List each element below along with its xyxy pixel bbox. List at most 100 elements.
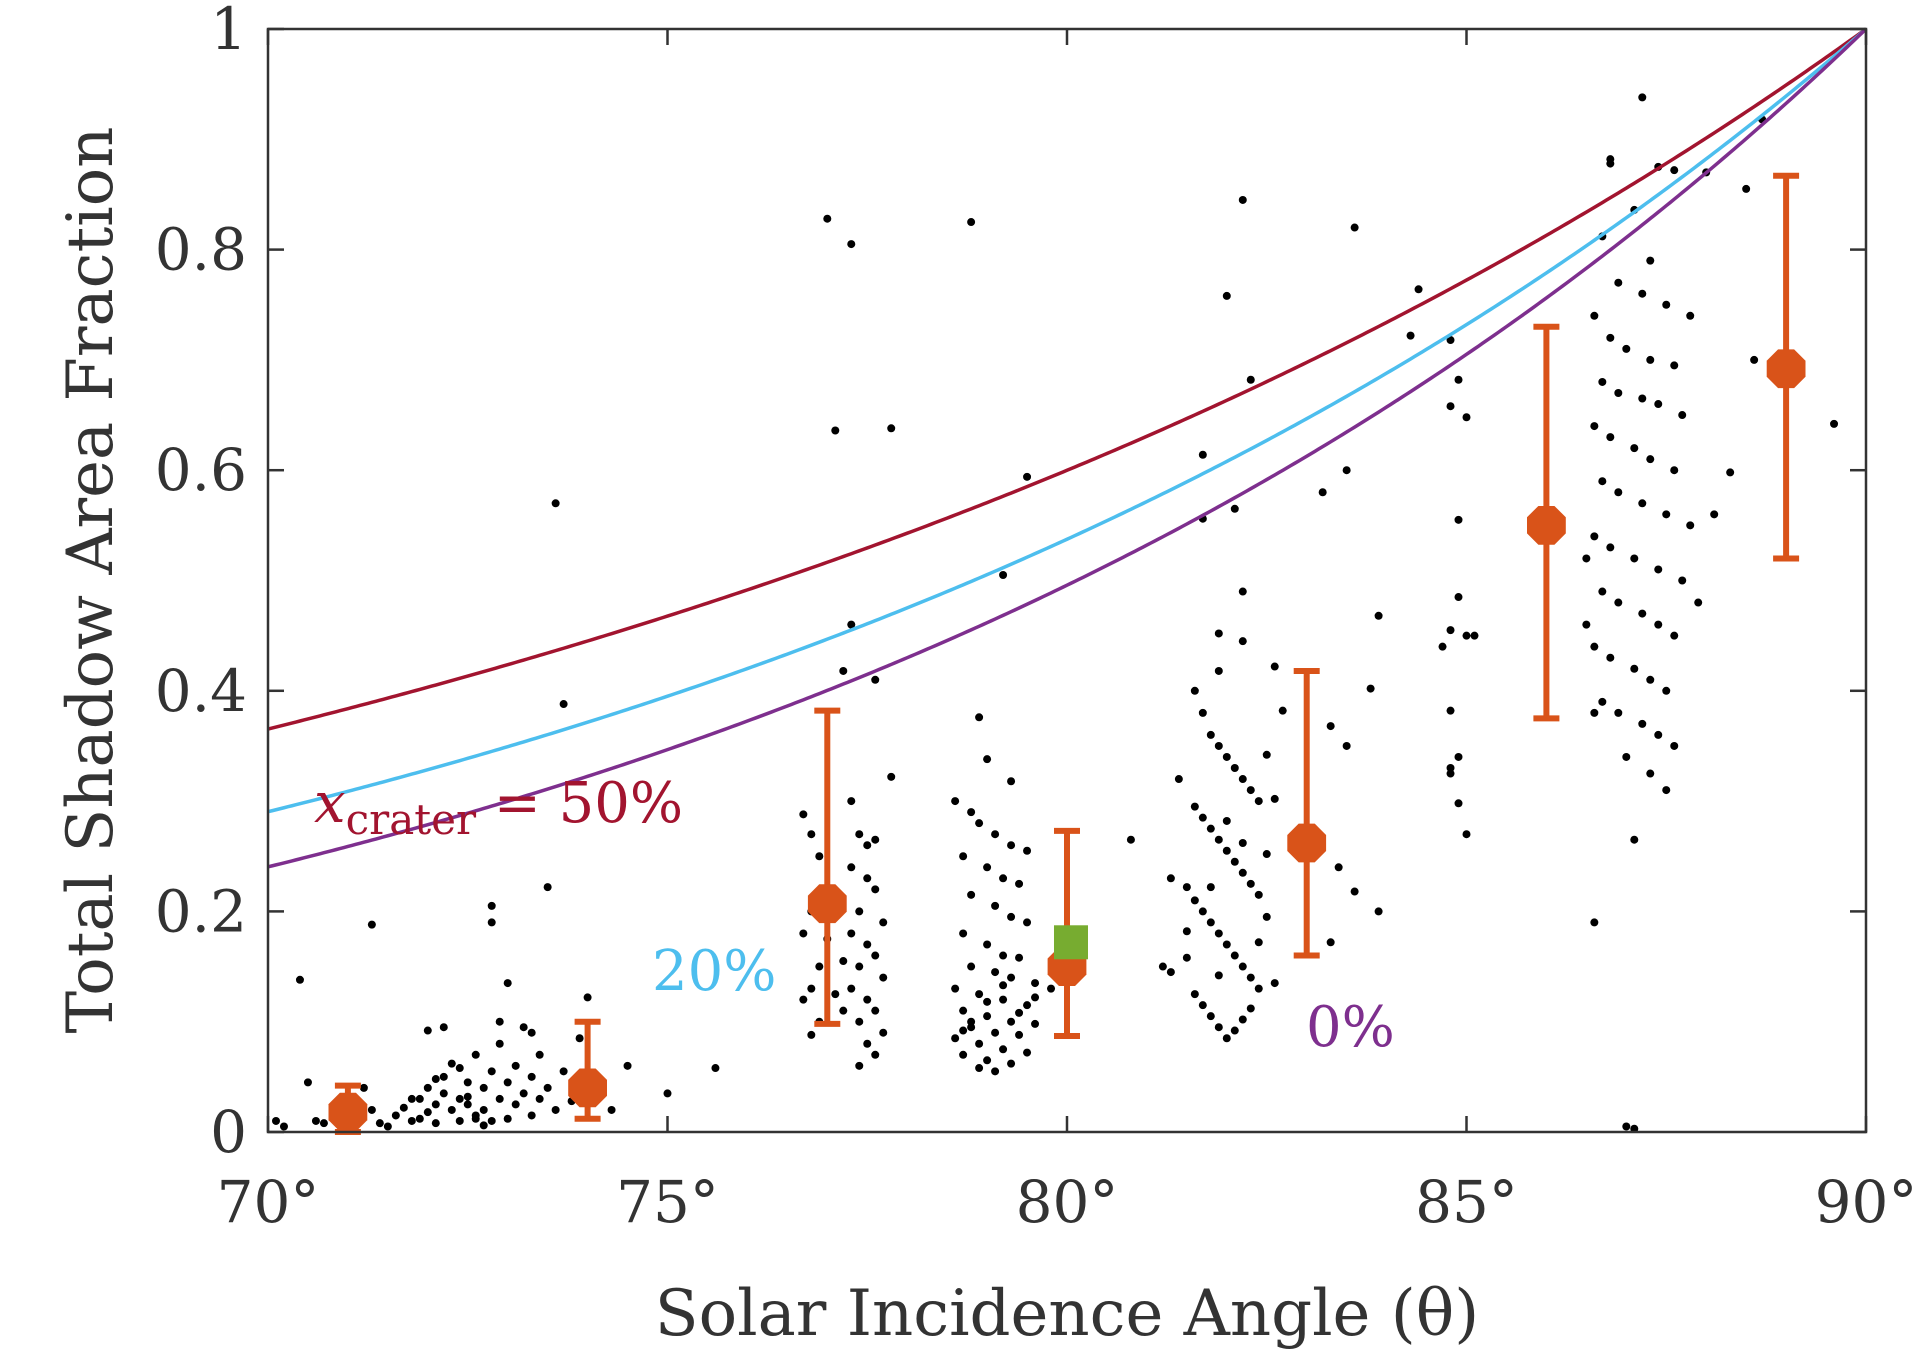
- scatter-point: [1007, 912, 1016, 921]
- scatter-point: [423, 1026, 432, 1035]
- scatter-point: [1214, 666, 1223, 675]
- scatter-point: [503, 1114, 512, 1123]
- model-curve-0pct: [267, 27, 1868, 869]
- scatter-point: [415, 1094, 424, 1103]
- scatter-point: [535, 1050, 544, 1059]
- scatter-point: [1015, 1030, 1024, 1039]
- scatter-point: [1454, 515, 1463, 524]
- scatter-point: [439, 1023, 448, 1032]
- scatter-point: [999, 874, 1008, 883]
- scatter-point: [839, 957, 848, 966]
- scatter-point: [415, 1114, 424, 1123]
- scatter-point: [1238, 587, 1247, 596]
- scatter-point: [855, 830, 864, 839]
- scatter-point: [1166, 968, 1175, 977]
- scatter-point: [1262, 750, 1271, 759]
- scatter-point: [999, 951, 1008, 960]
- scatter-point: [1190, 990, 1199, 999]
- scatter-point: [1638, 289, 1647, 298]
- scatter-point: [407, 1094, 416, 1103]
- scatter-point: [1598, 587, 1607, 596]
- scatter-point: [1598, 697, 1607, 706]
- scatter-point: [1606, 653, 1615, 662]
- y-tick-label: 1: [210, 0, 247, 63]
- scatter-point: [1158, 962, 1167, 971]
- scatter-point: [951, 797, 960, 806]
- scatter-point: [487, 1067, 496, 1076]
- scatter-point: [511, 1100, 520, 1109]
- scatter-point: [1206, 883, 1215, 892]
- scatter-point: [967, 1017, 976, 1026]
- scatter-point: [1638, 499, 1647, 508]
- scatter-point: [1246, 1004, 1255, 1013]
- scatter-point: [1454, 752, 1463, 761]
- scatter-point: [807, 984, 816, 993]
- scatter-point: [1446, 402, 1455, 411]
- scatter-point: [1126, 835, 1135, 844]
- x-tick-label: 75°: [616, 1168, 719, 1236]
- curve-label-50-value: = 50%: [476, 771, 683, 836]
- scatter-point: [999, 570, 1008, 579]
- scatter-point: [1254, 797, 1263, 806]
- y-tick-label: 0.4: [155, 657, 247, 725]
- scatter-point: [1174, 775, 1183, 784]
- scatter-point: [1686, 521, 1695, 530]
- scatter-point: [471, 1050, 480, 1059]
- scatter-point: [1238, 962, 1247, 971]
- scatter-point: [447, 1059, 456, 1068]
- curve-layer: [267, 27, 1868, 869]
- scatter-point: [1630, 1124, 1639, 1133]
- scatter-point: [1662, 686, 1671, 695]
- scatter-point: [455, 1094, 464, 1103]
- scatter-point: [1262, 850, 1271, 859]
- scatter-point: [1654, 730, 1663, 739]
- scatter-point: [1598, 477, 1607, 486]
- scatter-point: [575, 1034, 584, 1043]
- scatter-point: [1031, 979, 1040, 988]
- scatter-point: [1446, 764, 1455, 773]
- scatter-point: [1678, 411, 1687, 420]
- scatter-point: [983, 997, 992, 1006]
- scatter-point: [1646, 675, 1655, 684]
- scatter-point: [871, 675, 880, 684]
- binned-mean-marker: [328, 1092, 368, 1132]
- scatter-point: [1206, 918, 1215, 927]
- scatter-point: [1446, 706, 1455, 715]
- scatter-point: [439, 1072, 448, 1081]
- scatter-point: [863, 874, 872, 883]
- scatter-point: [1710, 510, 1719, 519]
- scatter-point: [1590, 311, 1599, 320]
- scatter-point: [1662, 786, 1671, 795]
- scatter-point: [1190, 802, 1199, 811]
- scatter-point: [1342, 466, 1351, 475]
- scatter-point: [1350, 887, 1359, 896]
- scatter-point: [1630, 444, 1639, 453]
- scatter-point: [975, 1039, 984, 1048]
- scatter-point: [1374, 611, 1383, 620]
- scatter-point: [1182, 953, 1191, 962]
- scatter-point: [1246, 375, 1255, 384]
- scatter-point: [535, 1094, 544, 1103]
- scatter-point: [983, 863, 992, 872]
- scatter-point: [1590, 422, 1599, 431]
- scatter-point: [1230, 504, 1239, 513]
- scatter-point: [1654, 565, 1663, 574]
- scatter-point: [991, 901, 1000, 910]
- scatter-point: [959, 1026, 968, 1035]
- scatter-point: [863, 1039, 872, 1048]
- scatter-point: [847, 929, 856, 938]
- scatter-point: [1454, 799, 1463, 808]
- scatter-point: [1726, 468, 1735, 477]
- scatter-point: [847, 863, 856, 872]
- scatter-point: [1350, 223, 1359, 232]
- scatter-point: [887, 424, 896, 433]
- scatter-point: [839, 1006, 848, 1015]
- scatter-point: [847, 984, 856, 993]
- scatter-point: [983, 755, 992, 764]
- tick-layer: 70° 75° 80° 85° 90° 0 0.2 0.4 0.6 0.8 1: [155, 0, 1918, 1236]
- scatter-point: [1206, 824, 1215, 833]
- scatter-point: [1214, 929, 1223, 938]
- scatter-point: [463, 1092, 472, 1101]
- scatter-point: [551, 499, 560, 508]
- scatter-point: [799, 810, 808, 819]
